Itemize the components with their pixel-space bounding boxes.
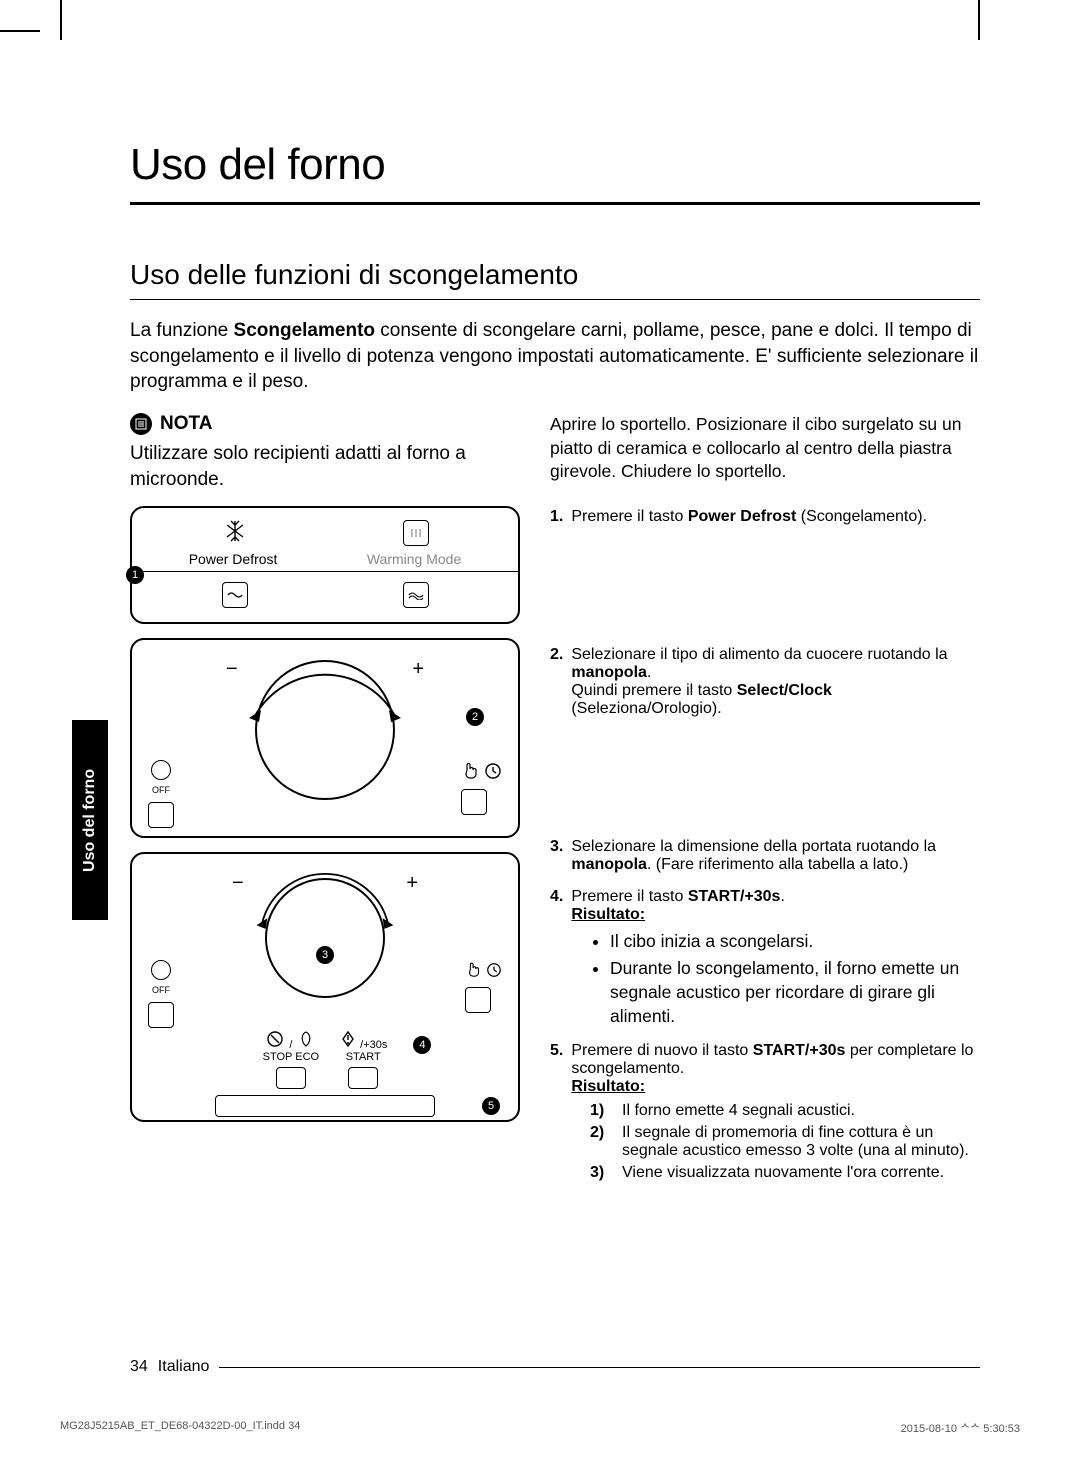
section-title: Uso delle funzioni di scongelamento [130, 259, 980, 300]
warming-icon [403, 520, 429, 546]
page-language: Italiano [158, 1358, 210, 1376]
start-button: /+30s START 4 [339, 1030, 387, 1089]
step-4: 4. Premere il tasto START/+30s. Risultat… [550, 888, 980, 924]
defrost-icon [222, 518, 248, 547]
crop-mark [0, 30, 40, 32]
minus-icon: − [226, 658, 238, 681]
dial-knob [255, 660, 395, 800]
warming-mode-label: Warming Mode [367, 551, 461, 567]
hand-icon [465, 967, 483, 981]
select-group [465, 960, 502, 1013]
callout-badge-5: 5 [482, 1097, 500, 1115]
step-4-bullets: Il cibo inizia a scongelarsi. Durante lo… [550, 930, 980, 1029]
note-text: Utilizzare solo recipienti adatti al for… [130, 441, 520, 492]
note-icon [130, 413, 152, 435]
plus-icon: + [412, 658, 424, 681]
stop-icon [266, 1039, 284, 1051]
control-panel-3: − + OFF 3 [130, 852, 520, 1122]
clock-icon [484, 762, 502, 783]
note-label: NOTA [160, 413, 212, 435]
note-heading: NOTA [130, 413, 520, 435]
callout-badge-4: 4 [413, 1036, 431, 1054]
step-1: 1. Premere il tasto Power Defrost (Scong… [550, 508, 980, 526]
step-2: 2. Selezionare il tipo di alimento da cu… [550, 646, 980, 718]
crop-mark [60, 0, 62, 40]
clock-icon [486, 967, 502, 981]
minus-icon: − [232, 872, 244, 895]
stop-eco-button: / STOP ECO [263, 1030, 319, 1089]
plus30-label: /+30s [360, 1039, 387, 1051]
select-group [461, 760, 502, 815]
hand-icon [461, 760, 481, 783]
mode-icon [222, 582, 248, 608]
crop-mark [978, 0, 980, 40]
side-tab: Uso del forno [72, 720, 108, 920]
page-number: 34 [130, 1358, 148, 1376]
page-footer: 34 Italiano [130, 1358, 980, 1376]
off-group: OFF [148, 960, 174, 1028]
step-5-results: 1)Il forno emette 4 segnali acustici. 2)… [550, 1102, 980, 1182]
print-footer: MG28J5215AB_ET_DE68-04322D-00_IT.indd 34… [60, 1420, 1020, 1436]
right-intro: Aprire lo sportello. Posizionare il cibo… [550, 413, 980, 484]
plus-icon: + [406, 872, 418, 895]
mode-icon [403, 582, 429, 608]
display-bar [215, 1095, 435, 1117]
start-icon [339, 1039, 357, 1051]
dial-knob [265, 878, 385, 998]
callout-badge-1: 1 [126, 566, 144, 584]
step-5: 5. Premere di nuovo il tasto START/+30s … [550, 1042, 980, 1096]
eco-icon [297, 1039, 315, 1051]
callout-badge-3: 3 [316, 946, 334, 964]
off-group: OFF [148, 760, 174, 828]
step-3: 3. Selezionare la dimensione della porta… [550, 838, 980, 874]
power-defrost-label: Power Defrost [189, 551, 278, 567]
control-panel-2: − + OFF [130, 638, 520, 838]
page-title: Uso del forno [130, 140, 980, 205]
control-panel-1: Power Defrost Warming Mode 1 [130, 506, 520, 624]
intro-paragraph: La funzione Scongelamento consente di sc… [130, 318, 980, 395]
